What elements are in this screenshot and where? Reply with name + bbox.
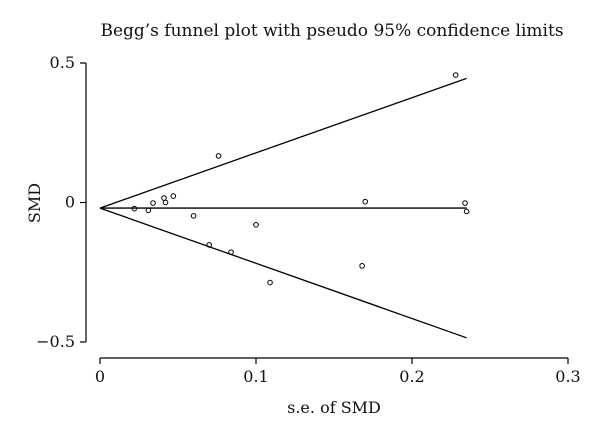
chart-title: Begg’s funnel plot with pseudo 95% confi… bbox=[100, 21, 563, 41]
y-tick-label: −0.5 bbox=[36, 332, 75, 351]
study-point bbox=[267, 279, 273, 286]
study-point bbox=[150, 200, 156, 206]
y-axis-label: SMD bbox=[25, 183, 44, 223]
study-point bbox=[190, 213, 197, 219]
study-point bbox=[228, 249, 234, 255]
study-point bbox=[463, 208, 470, 215]
study-point bbox=[161, 195, 167, 201]
study-point bbox=[462, 200, 468, 206]
x-axis-ticks: 0 0.1 0.2 0.3 bbox=[95, 358, 581, 386]
y-axis-ticks: −0.5 0 0.5 bbox=[36, 53, 86, 351]
upper-confidence-limit-line bbox=[99, 77, 467, 209]
study-point bbox=[162, 199, 169, 206]
x-tick-label: 0.1 bbox=[243, 367, 268, 386]
funnel-lines bbox=[99, 77, 467, 339]
study-point bbox=[131, 205, 138, 212]
study-points bbox=[131, 72, 470, 286]
study-point bbox=[215, 153, 222, 159]
x-tick-label: 0 bbox=[95, 367, 105, 386]
lower-confidence-limit-line bbox=[99, 207, 467, 339]
study-point bbox=[452, 72, 459, 78]
study-point bbox=[362, 198, 369, 205]
y-tick-label: 0 bbox=[65, 193, 75, 212]
x-axis-label: s.e. of SMD bbox=[287, 398, 381, 417]
x-tick-label: 0.3 bbox=[555, 367, 580, 386]
study-point bbox=[206, 242, 212, 248]
study-point bbox=[145, 207, 152, 214]
study-point bbox=[253, 222, 259, 228]
y-tick-label: 0.5 bbox=[50, 53, 75, 72]
study-point bbox=[359, 263, 365, 269]
study-point bbox=[170, 193, 177, 199]
x-tick-label: 0.2 bbox=[399, 367, 424, 386]
